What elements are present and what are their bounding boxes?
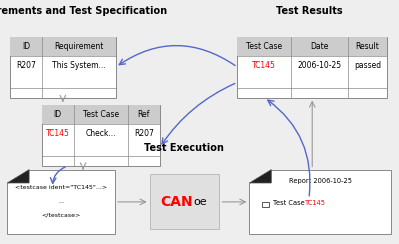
Polygon shape (7, 170, 115, 234)
Text: Report 2006-10-25: Report 2006-10-25 (289, 178, 352, 184)
Text: Test Execution: Test Execution (144, 143, 224, 152)
Text: TC145: TC145 (46, 129, 70, 138)
Text: </testcase>: </testcase> (41, 212, 81, 217)
Bar (10, 37, 116, 56)
Text: Test Case: Test Case (246, 42, 282, 51)
Text: CAN: CAN (160, 195, 192, 209)
Text: Test Results: Test Results (276, 6, 342, 16)
Bar (10, 37, 116, 98)
Text: R207: R207 (134, 129, 154, 138)
Text: Check...: Check... (85, 129, 116, 138)
Polygon shape (249, 170, 271, 183)
Text: ...: ... (58, 199, 64, 204)
Text: Test Case: Test Case (83, 110, 119, 119)
Bar (42, 105, 160, 124)
Text: oe: oe (193, 197, 207, 207)
Text: Date: Date (310, 42, 329, 51)
Text: Ref: Ref (138, 110, 150, 119)
Text: This System...: This System... (52, 61, 105, 70)
Text: R207: R207 (16, 61, 36, 70)
Bar (150, 174, 219, 229)
Text: Result: Result (356, 42, 379, 51)
Text: TC145: TC145 (253, 61, 276, 70)
Text: ID: ID (54, 110, 62, 119)
Text: TC145: TC145 (305, 200, 326, 206)
Bar (42, 105, 160, 166)
Text: Requirements and Test Specification: Requirements and Test Specification (0, 6, 167, 16)
Bar (237, 37, 387, 98)
Text: passed: passed (354, 61, 381, 70)
Text: Test Case: Test Case (273, 200, 306, 206)
Text: Requirement: Requirement (54, 42, 103, 51)
Text: 2006-10-25: 2006-10-25 (298, 61, 342, 70)
Polygon shape (7, 170, 29, 183)
Bar (237, 37, 387, 56)
Text: ID: ID (22, 42, 30, 51)
Polygon shape (249, 170, 391, 234)
Text: <testcase ident="TC145"...>: <testcase ident="TC145"...> (15, 185, 107, 190)
Bar (262, 202, 269, 207)
